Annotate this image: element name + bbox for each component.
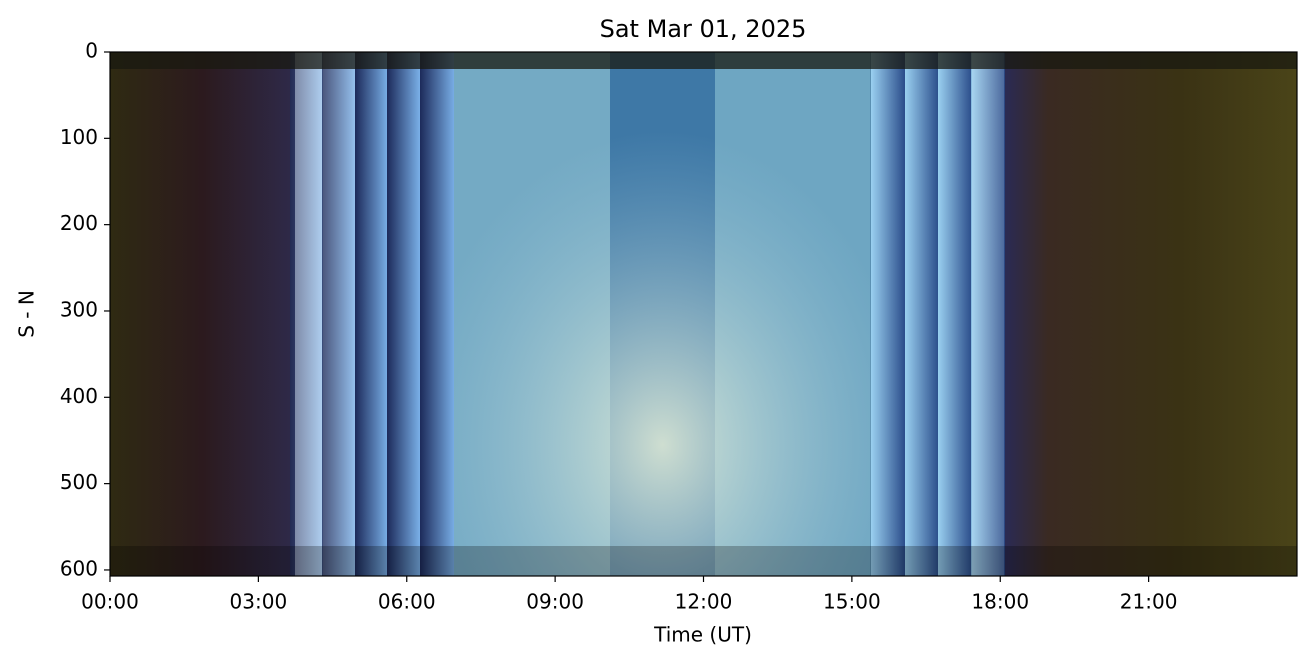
x-tick-label: 18:00: [971, 590, 1029, 614]
y-tick-label: 0: [85, 39, 98, 63]
keogram-image: [110, 52, 1297, 576]
y-tick-label: 500: [60, 470, 98, 494]
y-tick-label: 600: [60, 556, 98, 580]
x-tick-label: 21:00: [1120, 590, 1178, 614]
x-tick-label: 12:00: [675, 590, 733, 614]
x-tick-label: 03:00: [230, 590, 288, 614]
x-tick-label: 06:00: [378, 590, 436, 614]
y-tick-label: 200: [60, 211, 98, 235]
x-tick-label: 15:00: [823, 590, 881, 614]
x-axis-label: Time (UT): [653, 623, 752, 647]
y-tick-label: 300: [60, 297, 98, 321]
y-tick-label: 100: [60, 125, 98, 149]
y-axis-label: S - N: [15, 290, 39, 338]
x-tick-label: 09:00: [526, 590, 584, 614]
x-tick-label: 00:00: [81, 590, 139, 614]
y-tick-label: 400: [60, 384, 98, 408]
chart-title: Sat Mar 01, 2025: [600, 15, 807, 43]
